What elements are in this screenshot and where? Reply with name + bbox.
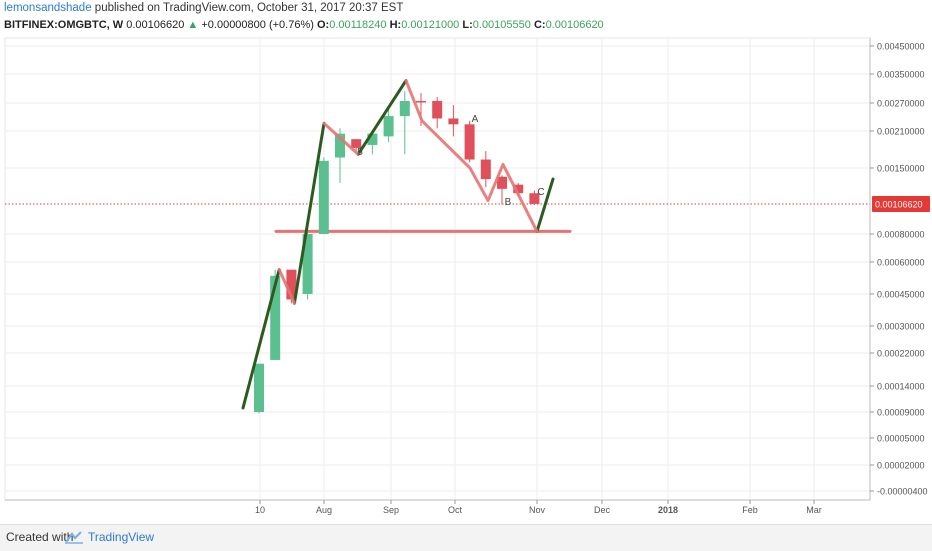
y-tick-label: 0.00060000 [877,258,925,268]
high-value: 0.00121000 [401,19,460,31]
close-value: 0.00106620 [545,19,604,31]
y-tick-label: 0.00002000 [877,461,925,471]
candle-body [270,275,281,360]
y-tick-label: 0.00005000 [877,434,925,444]
candle-body [464,124,475,160]
open-value: 0.00118240 [329,19,387,31]
candle-body [318,160,329,234]
annotation-label-5: 5 [357,147,363,158]
zigzag-leg-2 [277,268,296,305]
publish-info: lemonsandshade published on TradingView.… [4,2,403,14]
candle-body [448,118,459,125]
y-tick-label: 0.00022000 [877,349,925,359]
candle-body [480,159,491,180]
candle-body [529,193,540,204]
candle-body [302,234,313,294]
x-tick-label: Sep [383,505,399,515]
candle-body [254,363,264,412]
last-price-tag [872,196,930,212]
y-tick-label: 0.00045000 [877,290,925,300]
y-tick-label: 0.00350000 [877,70,925,80]
x-tick-label: 10 [255,505,265,515]
candle-body [513,184,524,194]
x-tick-label: Feb [742,505,758,515]
x-tick-label: Aug [316,505,332,515]
candle-body [432,100,443,119]
annotation-label-a: A [472,114,479,125]
annotation-label-b: B [505,197,512,208]
ticker-legend: BITFINEX:OMGBTC, W 0.00106620 ▲ +0.00000… [4,19,604,31]
trend-leg-c [535,177,555,233]
candle-body [497,176,507,189]
x-tick-label: Dec [594,505,611,515]
price-change: +0.00000800 (+0.76%) [201,19,314,31]
created-with-text: Created with [6,530,74,544]
tradingview-brand[interactable]: TradingView [88,530,155,544]
tradingview-logo-icon [65,531,83,544]
y-tick-label: 0.00210000 [877,127,925,137]
y-tick-label: 0.00014000 [877,382,925,392]
high-label: H: [389,19,402,31]
x-tick-label: 2018 [658,505,678,515]
trend-leg-1 [241,268,281,410]
trend-leg-3 [292,121,326,305]
candle-body [416,100,426,103]
x-tick-label: Oct [448,505,463,515]
chart-header: lemonsandshade published on TradingView.… [0,0,932,36]
candle-body [367,133,378,145]
y-tick-label: -0.00000400 [877,487,928,497]
annotation-label-c: C [537,187,544,198]
footer-bar: Created with TradingView [0,524,932,551]
x-tick-label: Nov [529,505,546,515]
symbol-label[interactable]: BITFINEX:OMGBTC, W [4,19,124,31]
low-label: L: [462,19,473,31]
y-tick-label: 0.00150000 [877,164,925,174]
y-tick-label: 0.00450000 [877,42,925,52]
y-tick-label: 0.00080000 [877,230,925,240]
x-tick-label: Mar [806,505,822,515]
y-tick-label: 0.00030000 [877,322,925,332]
close-label: C: [533,19,546,31]
y-tick-label: 0.00270000 [877,99,925,109]
author-link[interactable]: lemonsandshade [4,2,92,14]
open-label: O: [316,19,330,31]
y-tick-label: 0.00009000 [877,408,925,418]
candle-body [399,100,410,117]
price-chart[interactable]: 0.00450000 0.00350000 0.00270000 0.00210000… [0,0,932,524]
zigzag-abc [404,79,539,233]
candle-body [383,116,394,137]
change-up-icon: ▲ [187,19,199,31]
zigzag-leg-4 [322,121,360,156]
trend-leg-5 [356,79,408,156]
last-price: 0.00106620 [126,19,185,31]
last-price-tag-label: 0.00106620 [875,200,923,210]
candle-body [286,269,297,300]
published-text: published on TradingView.com, October 31… [94,2,404,14]
candle-body [351,139,362,148]
candle-body [335,133,345,158]
low-value: 0.00105550 [472,19,531,31]
